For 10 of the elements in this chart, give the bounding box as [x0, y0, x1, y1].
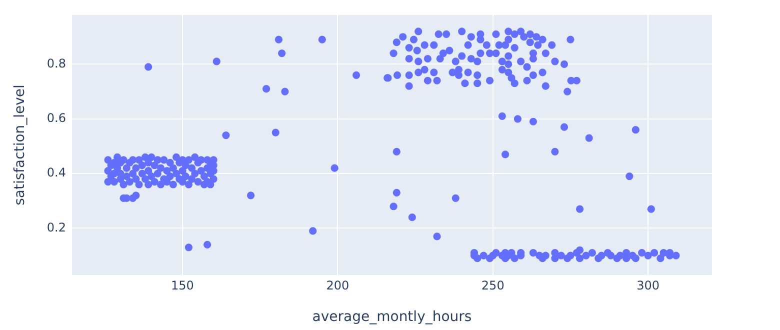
x-tick-label: 150 [171, 278, 194, 292]
y-tick-label: 0.6 [46, 111, 66, 126]
x-tick-label: 300 [636, 278, 660, 292]
y-tick-label: 0.2 [46, 220, 66, 234]
x-axis-title: average_montly_hours [312, 309, 472, 326]
x-tick-label: 250 [481, 278, 504, 292]
y-tick-label: 0.8 [46, 56, 66, 70]
y-tick-label: 0.4 [46, 166, 66, 180]
y-axis-title: satisfaction_level [12, 84, 28, 206]
x-tick-label: 200 [326, 278, 350, 292]
